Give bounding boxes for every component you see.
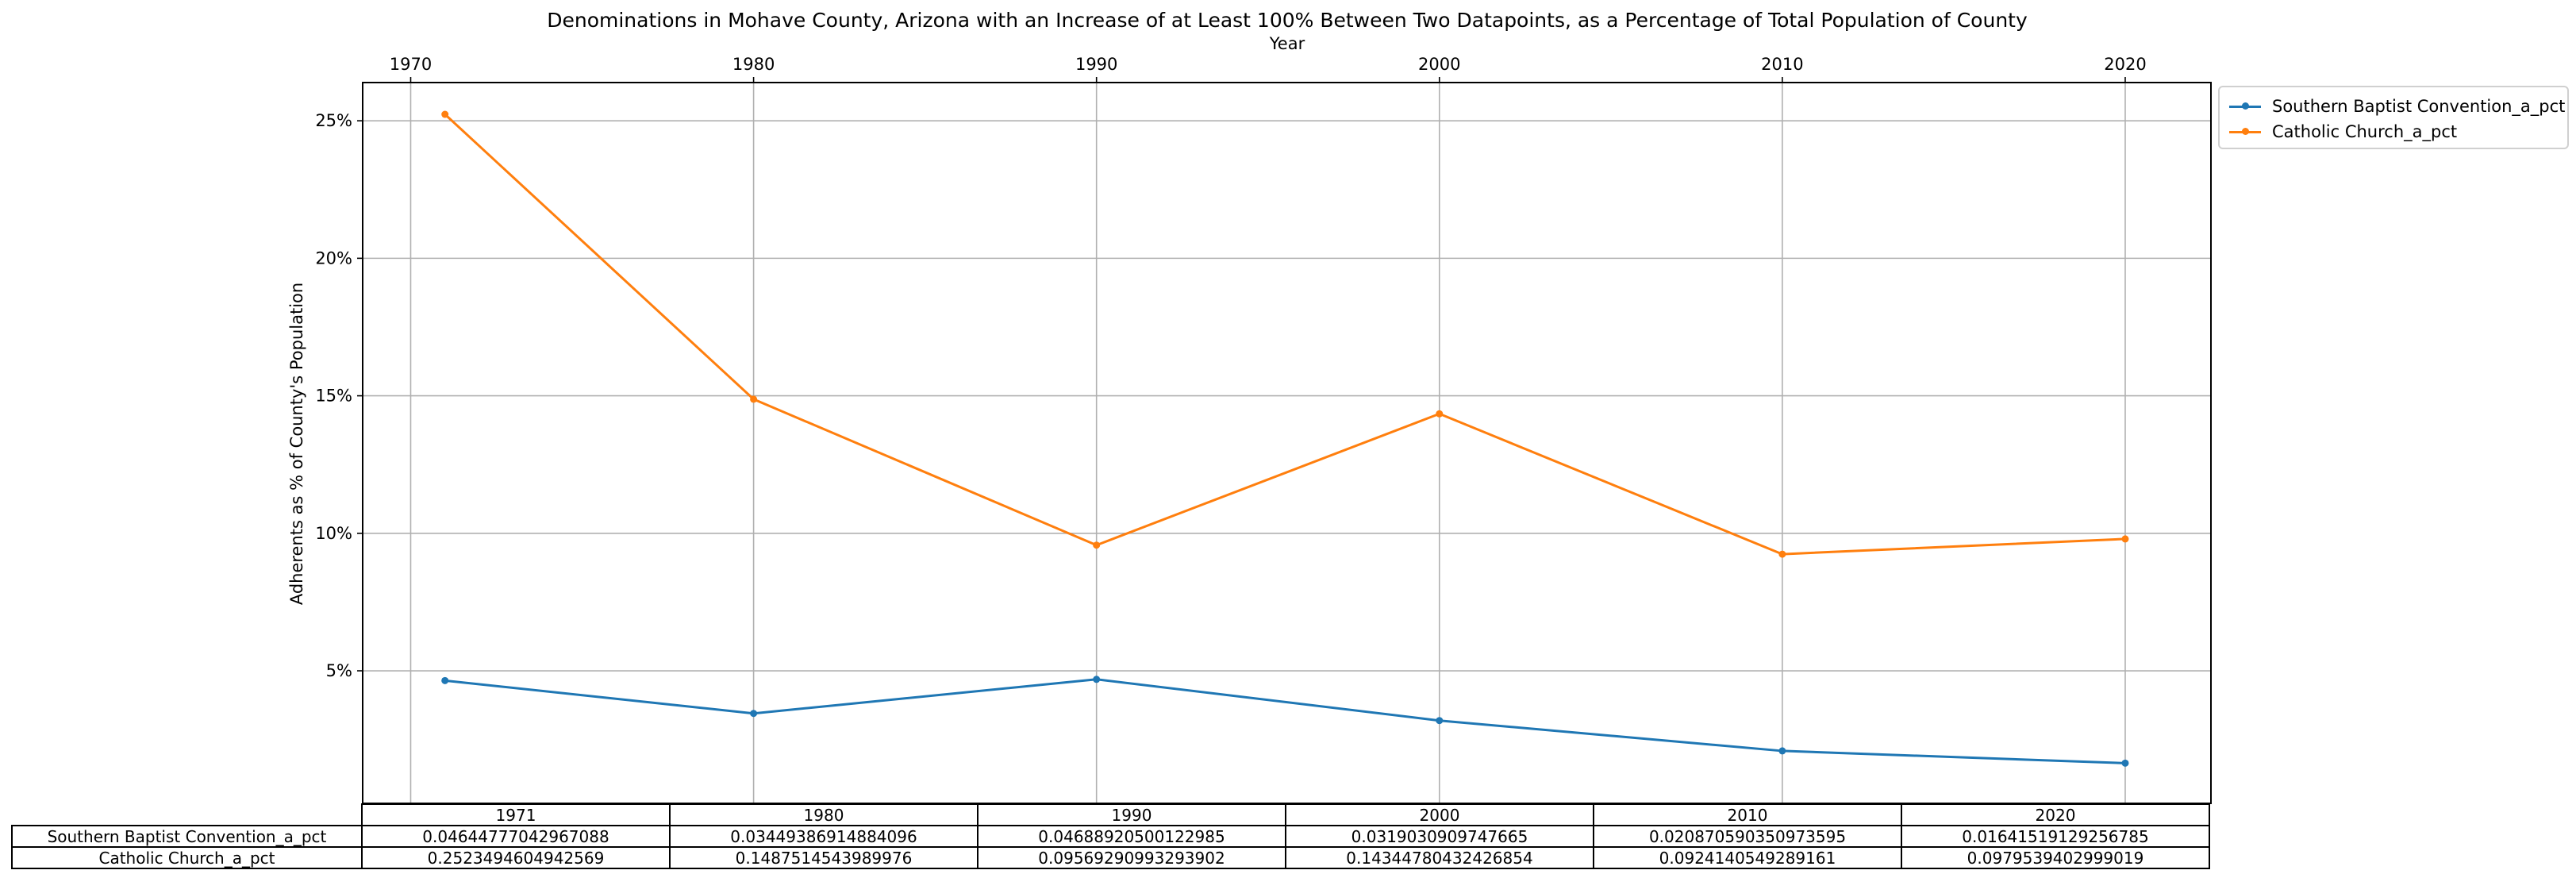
x-tick-label: 2010 [1761,55,1803,74]
table-row: Catholic Church_a_pct 0.2523494604942569… [11,846,2210,869]
legend-item-southern-baptist: Southern Baptist Convention_a_pct [2229,95,2565,117]
table-col-header: 1990 [977,803,1286,826]
table-cell: 0.01641519129256785 [1901,825,2210,848]
x-tick-label: 1980 [732,55,775,74]
table-header-row: 1971 1980 1990 2000 2010 2020 [12,803,2210,826]
table-cell: 0.0979539402999019 [1901,846,2210,869]
table-cell: 0.04688920500122985 [977,825,1286,848]
x-tick-label: 2000 [1418,55,1460,74]
table-cell: 0.03449386914884096 [669,825,978,848]
x-tick-label: 1970 [390,55,432,74]
table-row-label: Catholic Church_a_pct [11,846,363,869]
legend-label-southern-baptist: Southern Baptist Convention_a_pct [2272,97,2566,116]
data-point-southern-baptist [2121,759,2129,767]
table-col-header: 2000 [1285,803,1594,826]
x-tick-label: 2020 [2104,55,2146,74]
series-layer [441,110,2129,767]
table-cell: 0.14344780432426854 [1285,846,1594,869]
legend-swatch-catholic [2229,127,2261,135]
table-cell: 0.0924140549289161 [1593,846,1902,869]
data-point-southern-baptist [1093,676,1101,683]
table-col-header: 1980 [669,803,978,826]
x-axis-label: Year [1269,34,1305,53]
legend-label-catholic: Catholic Church_a_pct [2272,122,2458,141]
gridlines [363,83,2211,803]
y-tick-label: 15% [315,387,352,406]
table-corner [12,804,363,826]
axes: 1970 1980 1990 2000 2010 2020 5% 10% 15% 20% 25% [315,55,2212,804]
data-point-catholic [1436,410,1444,418]
y-axis-label: Adherents as % of County's Population [287,283,306,605]
plot-frame [362,82,2212,804]
table-cell: 0.2523494604942569 [361,846,671,869]
series-line-southern-baptist [444,678,2126,764]
data-point-southern-baptist [1778,747,1786,755]
data-point-catholic [2121,535,2129,543]
y-tick-label: 25% [315,111,352,130]
table-cell: 0.0319030909747665 [1285,825,1594,848]
x-tick-label: 1990 [1075,55,1117,74]
data-point-southern-baptist [1436,717,1444,725]
data-point-catholic [750,395,758,403]
table-row-label: Southern Baptist Convention_a_pct [11,825,363,848]
table-cell: 0.020870590350973595 [1593,825,1902,848]
table-cell: 0.1487514543989976 [669,846,978,869]
data-point-catholic [1093,541,1101,549]
legend: Southern Baptist Convention_a_pct Cathol… [2218,86,2569,149]
data-point-southern-baptist [750,710,758,718]
data-point-catholic [441,110,449,118]
series-line-catholic [444,113,2126,556]
table-col-header: 1971 [361,803,671,826]
legend-swatch-southern-baptist [2229,102,2261,110]
y-tick-label: 10% [315,524,352,543]
table-cell: 0.04644777042967088 [361,825,671,848]
data-point-catholic [1778,550,1786,558]
data-point-southern-baptist [441,676,449,684]
chart-title: Denominations in Mohave County, Arizona … [547,9,2028,32]
data-table: 1971 1980 1990 2000 2010 2020 Southern B… [11,803,2210,869]
y-tick-label: 5% [326,661,352,680]
table-col-header: 2020 [1901,803,2210,826]
table-row: Southern Baptist Convention_a_pct 0.0464… [11,825,2210,848]
legend-item-catholic: Catholic Church_a_pct [2229,121,2457,143]
table-col-header: 2010 [1593,803,1902,826]
table-cell: 0.09569290993293902 [977,846,1286,869]
y-tick-label: 20% [315,248,352,268]
